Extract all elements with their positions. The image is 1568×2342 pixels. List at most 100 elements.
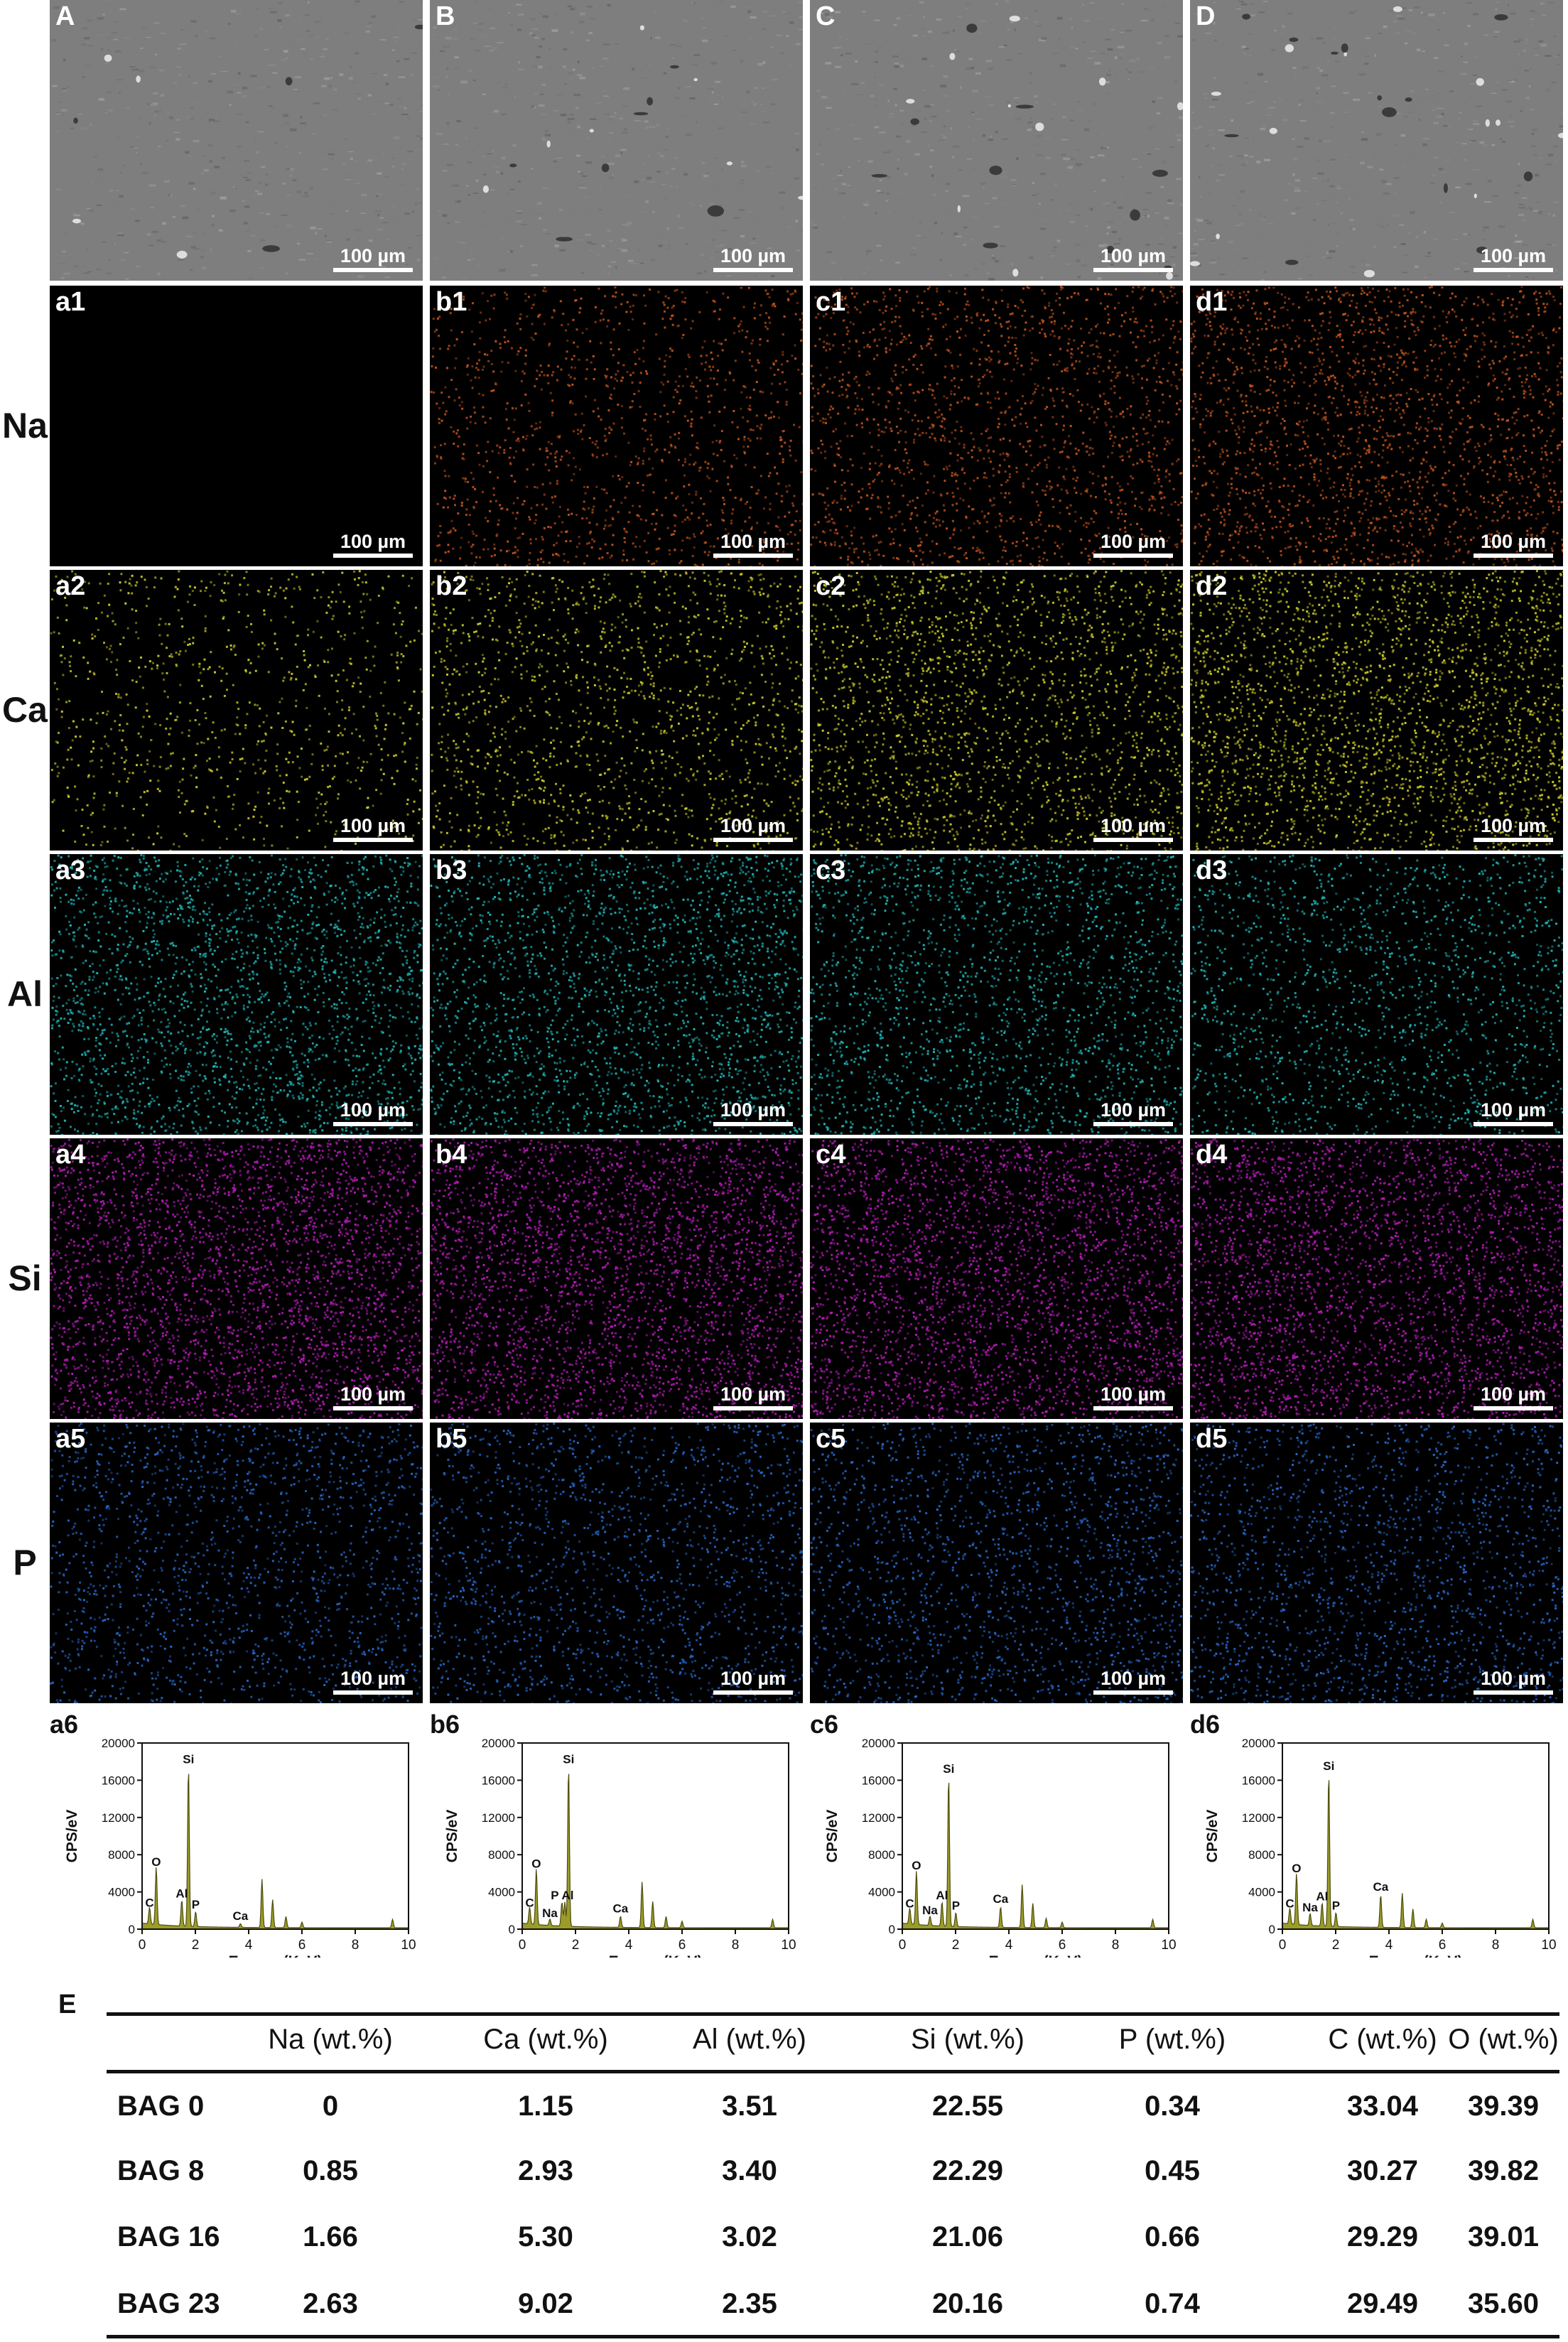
peak-label-ca: Ca: [1373, 1880, 1389, 1894]
y-tick-label: 4000: [108, 1886, 135, 1899]
scale-bar: 100 µm: [713, 815, 793, 842]
scale-bar: 100 µm: [1474, 815, 1553, 842]
panel-label: a3: [55, 856, 85, 886]
scale-bar-line: [1474, 1690, 1553, 1695]
table-column-header: Ca (wt.%): [450, 2024, 642, 2056]
table-cell: 22.55: [872, 2090, 1064, 2122]
table-cell: 0: [234, 2090, 426, 2122]
peak-label-si: Si: [943, 1762, 954, 1776]
table-row-label: BAG 8: [117, 2155, 204, 2187]
panel-label: A: [55, 1, 75, 32]
panel-b4: b4 100 µm: [430, 1138, 803, 1419]
peak-label-c: C: [1285, 1897, 1294, 1911]
y-tick-label: 20000: [102, 1737, 135, 1750]
scale-bar-label: 100 µm: [333, 1668, 413, 1689]
scale-bar-line: [1093, 554, 1173, 558]
x-tick-label: 10: [781, 1938, 796, 1953]
panel-label: b2: [436, 571, 467, 602]
scale-bar-line: [713, 1406, 793, 1410]
peak-label-si: Si: [1323, 1759, 1334, 1773]
panel-b3: b3 100 µm: [430, 854, 803, 1135]
x-tick-label: 4: [1385, 1938, 1393, 1953]
row-label-al: Al: [0, 973, 50, 1015]
table-column-header: C (wt.%): [1287, 2024, 1478, 2056]
table-cell: 2.63: [234, 2288, 426, 2320]
panel-c1: c1 100 µm: [810, 286, 1183, 566]
table-cell: 22.29: [872, 2155, 1064, 2187]
panel-a: A 100 µm: [50, 0, 423, 281]
y-tick-label: 20000: [1242, 1737, 1275, 1750]
table-cell: 2.35: [654, 2288, 845, 2320]
element-map-si: [50, 1138, 423, 1419]
x-tick-label: 10: [1161, 1938, 1176, 1953]
scale-bar: 100 µm: [1474, 1383, 1553, 1410]
scale-bar-line: [333, 1122, 413, 1126]
table-cell: 29.29: [1287, 2221, 1478, 2253]
panel-a1: a1 100 µm: [50, 286, 423, 566]
panel-c5: c5 100 µm: [810, 1423, 1183, 1703]
y-tick-label: 16000: [102, 1774, 135, 1787]
element-map-ca: [810, 570, 1183, 851]
table-cell: 39.01: [1407, 2221, 1568, 2253]
element-map-na: [1190, 286, 1563, 566]
scale-bar: 100 µm: [713, 1383, 793, 1410]
scale-bar-line: [713, 1122, 793, 1126]
scale-bar-label: 100 µm: [333, 815, 413, 836]
scale-bar-label: 100 µm: [1093, 815, 1173, 836]
peak-label-c: C: [525, 1896, 534, 1909]
scale-bar: 100 µm: [713, 1099, 793, 1126]
element-map-al: [430, 854, 803, 1135]
scale-bar: 100 µm: [1474, 1099, 1553, 1126]
y-tick-label: 4000: [488, 1886, 515, 1899]
x-tick-label: 2: [1332, 1938, 1340, 1953]
panel-c4: c4 100 µm: [810, 1138, 1183, 1419]
scale-bar-line: [1474, 554, 1553, 558]
panel-label: c1: [816, 287, 845, 318]
scale-bar-line: [1093, 1406, 1173, 1410]
plot-frame: [1282, 1742, 1550, 1930]
peak-label-p: P: [952, 1899, 960, 1912]
scale-bar-label: 100 µm: [333, 531, 413, 552]
x-tick-label: 6: [298, 1938, 306, 1953]
scale-bar-label: 100 µm: [713, 1668, 793, 1689]
scale-bar-line: [1093, 268, 1173, 272]
element-map-al: [810, 854, 1183, 1135]
element-map-ca: [430, 570, 803, 851]
spectrum-area: [521, 1774, 789, 1930]
y-tick-label: 16000: [482, 1774, 515, 1787]
x-tick-label: 0: [1279, 1938, 1287, 1953]
panel-label: d3: [1196, 856, 1227, 886]
scale-bar: 100 µm: [713, 531, 793, 558]
peak-label-al: Al: [1316, 1889, 1328, 1903]
panel-a3: a3 100 µm: [50, 854, 423, 1135]
scale-bar-label: 100 µm: [1093, 531, 1173, 552]
element-map-p: [430, 1423, 803, 1703]
y-tick-label: 0: [889, 1923, 895, 1936]
y-tick-label: 8000: [108, 1848, 135, 1862]
eds-spectrum-d6: d6 0 2 4 6 8 10 0 4000 8000 12000 16000 20000 Energy …: [1190, 1710, 1557, 1958]
scale-bar-label: 100 µm: [1093, 1383, 1173, 1405]
panel-label: B: [436, 1, 455, 32]
panel-label: c3: [816, 856, 845, 886]
plot-frame: [141, 1742, 409, 1930]
spectrum-area: [141, 1774, 409, 1930]
y-tick-label: 20000: [862, 1737, 895, 1750]
panel-c3: c3 100 µm: [810, 854, 1183, 1135]
panel-label: d4: [1196, 1140, 1227, 1170]
scale-bar-line: [1474, 268, 1553, 272]
table-row-label: BAG 0: [117, 2090, 204, 2122]
y-tick-label: 12000: [102, 1811, 135, 1825]
x-tick-label: 6: [678, 1938, 686, 1953]
panel-label: b1: [436, 287, 467, 318]
scale-bar-line: [1093, 1690, 1173, 1695]
eds-spectrum-b6: b6 0 2 4 6 8 10 0 4000 8000 12000 16000 20000 Energy …: [430, 1710, 796, 1958]
x-tick-label: 8: [732, 1938, 740, 1953]
scale-bar: 100 µm: [1474, 531, 1553, 558]
x-tick-label: 10: [1541, 1938, 1556, 1953]
scale-bar-line: [333, 268, 413, 272]
scale-bar-label: 100 µm: [713, 245, 793, 266]
table-header-rule: [107, 2070, 1559, 2073]
scale-bar-label: 100 µm: [1474, 245, 1553, 266]
table-cell: 29.49: [1287, 2288, 1478, 2320]
scale-bar-label: 100 µm: [1093, 245, 1173, 266]
